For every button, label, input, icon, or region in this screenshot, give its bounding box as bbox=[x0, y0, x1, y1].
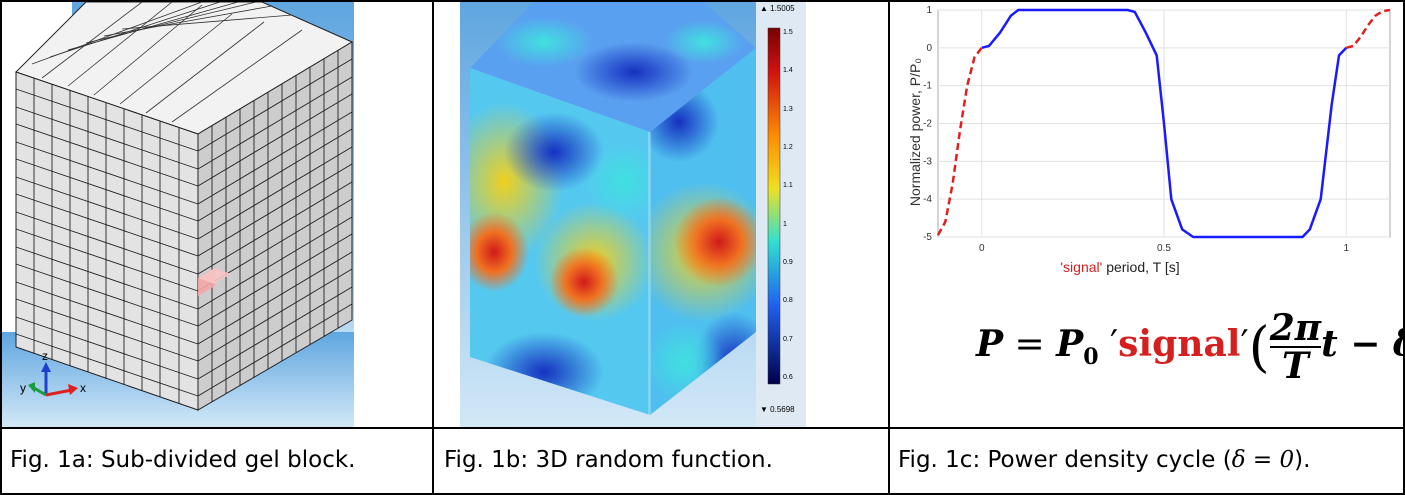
colorbar bbox=[767, 27, 781, 385]
chart-y-tick-label: -4 bbox=[923, 194, 932, 205]
table-col-divider-1 bbox=[432, 0, 434, 495]
chart-x-tick-label: 0.5 bbox=[1157, 243, 1171, 254]
chart-y-tick-label: 0 bbox=[926, 43, 932, 54]
chart-x-tick-label: 1 bbox=[1343, 243, 1349, 254]
figure-1b-cell: ▲ 1.5005 ▼ 0.5698 1.5 1.4 1.3 1.2 1.1 1 … bbox=[434, 2, 888, 427]
svg-text:0.7: 0.7 bbox=[783, 336, 793, 343]
chart-y-tick-label: 1 bbox=[926, 5, 932, 16]
caption-fig-1b: Fig. 1b: 3D random function. bbox=[444, 447, 773, 473]
chart-x-tick-label: 0 bbox=[979, 243, 985, 254]
chart-y-tick-label: -5 bbox=[923, 232, 932, 243]
axis-y-label: y bbox=[20, 381, 26, 395]
table-border-bottom bbox=[0, 493, 1405, 495]
eq-numerator: 2π bbox=[1269, 307, 1322, 349]
table-border-left bbox=[0, 0, 2, 495]
eq-signal-word: signal bbox=[1118, 323, 1241, 365]
chart-y-tick-label: -3 bbox=[923, 156, 932, 167]
right-face-grid bbox=[197, 50, 353, 402]
chart-xlabel: 'signal' period, T [s] bbox=[1060, 259, 1179, 275]
chart-y-tick-label: -2 bbox=[923, 119, 932, 130]
axis-triad-icon: z y x bbox=[20, 349, 86, 397]
svg-text:0.9: 0.9 bbox=[783, 259, 793, 266]
chart-ylabel: Normalized power, P/P₀ bbox=[907, 58, 923, 206]
chart-series-solid-line bbox=[981, 8, 1348, 239]
table-border-top bbox=[0, 0, 1405, 2]
chart-series-dashed-line bbox=[936, 47, 983, 236]
random-function-image: ▲ 1.5005 ▼ 0.5698 1.5 1.4 1.3 1.2 1.1 1 … bbox=[460, 2, 806, 427]
caption-fig-1a: Fig. 1a: Sub-divided gel block. bbox=[10, 447, 356, 473]
eq-fraction: 2π T bbox=[1269, 307, 1322, 384]
eq-lhs: P bbox=[976, 323, 1004, 365]
eq-equals: = bbox=[1003, 324, 1057, 365]
table-row-divider bbox=[0, 427, 1405, 429]
eq-rest: t − δ bbox=[1321, 323, 1405, 365]
svg-text:1.5: 1.5 bbox=[783, 29, 793, 36]
eq-subscript: 0 bbox=[1083, 344, 1099, 371]
svg-text:1.1: 1.1 bbox=[783, 182, 793, 189]
gel-block-image: z y x bbox=[2, 1, 354, 427]
svg-text:1.3: 1.3 bbox=[783, 106, 793, 113]
figure-1c-cell: Normalized power, P/P₀ 'signal' period, … bbox=[890, 2, 1405, 427]
table-border-right bbox=[1403, 0, 1405, 495]
svg-text:0.6: 0.6 bbox=[783, 374, 793, 381]
axis-z-label: z bbox=[42, 349, 48, 363]
eq-p0: P bbox=[1056, 323, 1084, 365]
svg-text:0.8: 0.8 bbox=[783, 297, 793, 304]
colorbar-max-label: ▲ 1.5005 bbox=[760, 4, 795, 13]
caption-fig-1c: Fig. 1c: Power density cycle (δ = 0). bbox=[898, 447, 1311, 473]
eq-denominator: T bbox=[1269, 346, 1322, 384]
figure-1a-cell: z y x bbox=[2, 1, 432, 427]
svg-text:1.4: 1.4 bbox=[783, 67, 793, 74]
svg-text:1.2: 1.2 bbox=[783, 144, 793, 151]
axis-x-label: x bbox=[80, 381, 86, 395]
colorbar-ticks: 1.5 1.4 1.3 1.2 1.1 1 0.9 0.8 0.7 0.6 bbox=[783, 29, 793, 381]
chart-y-tick-label: -1 bbox=[923, 81, 932, 92]
svg-text:1: 1 bbox=[783, 221, 787, 228]
table-col-divider-2 bbox=[888, 0, 890, 495]
caption-delta-math: δ = 0 bbox=[1231, 447, 1295, 473]
colorbar-min-label: ▼ 0.5698 bbox=[760, 405, 795, 414]
front-face-grid bbox=[15, 78, 199, 404]
power-density-chart: Normalized power, P/P₀ 'signal' period, … bbox=[907, 5, 1391, 275]
